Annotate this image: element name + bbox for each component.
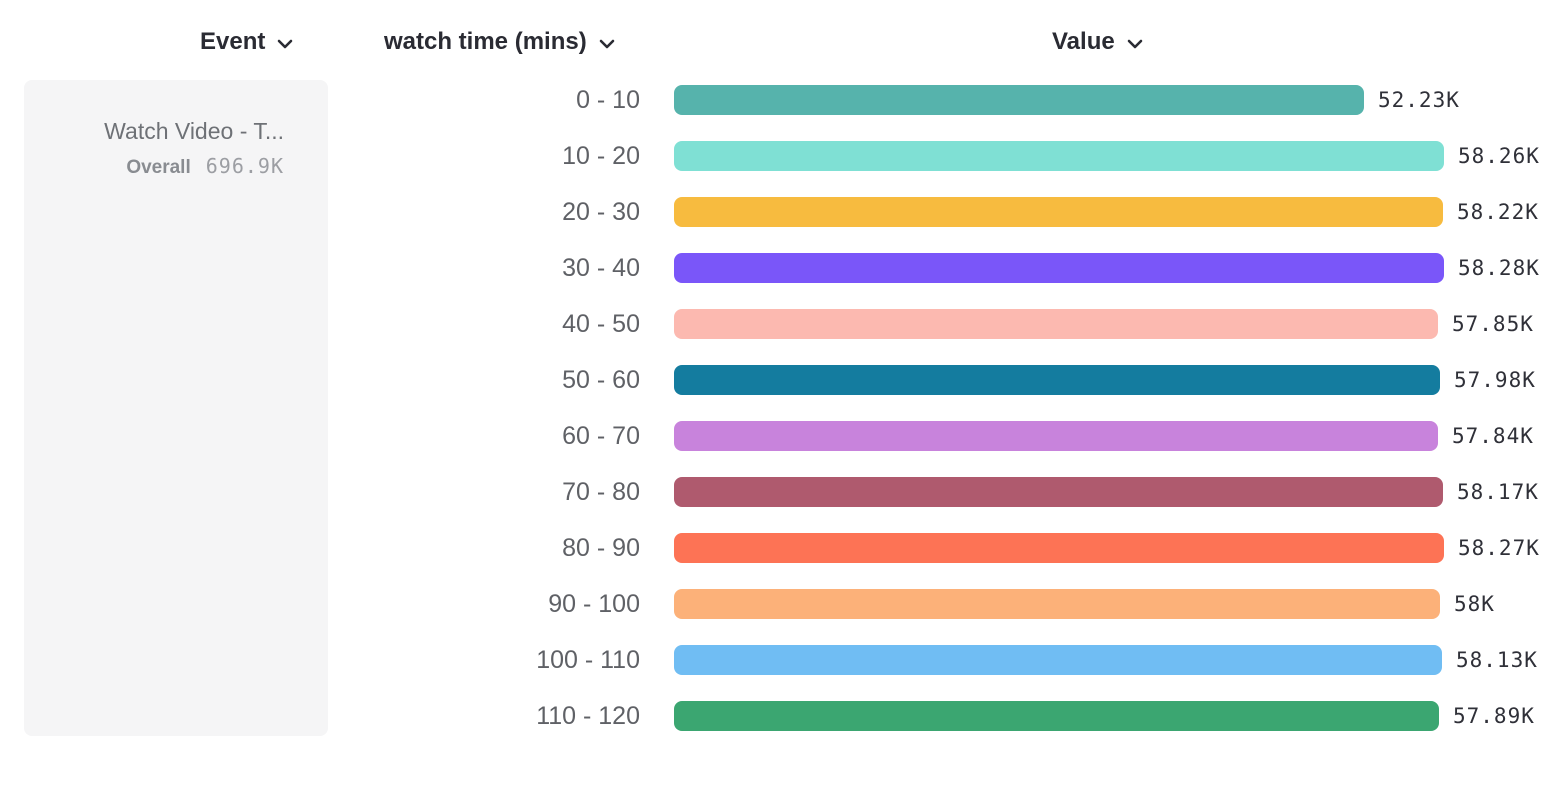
bar-chart: 0 - 10 52.23K 10 - 20 58.26K 20 - 30 58.… <box>0 72 1568 744</box>
category-label: 10 - 20 <box>562 141 640 170</box>
bar[interactable] <box>674 197 1443 227</box>
category-label: 50 - 60 <box>562 365 640 394</box>
chart-row: 30 - 40 58.28K <box>0 240 1568 296</box>
bar[interactable] <box>674 477 1443 507</box>
event-column-dropdown[interactable]: Event <box>200 28 293 56</box>
overall-value: 696.9K <box>205 154 284 178</box>
value-label: 57.98K <box>1454 368 1536 392</box>
value-column-dropdown[interactable]: Value <box>1052 28 1143 56</box>
value-label: 58.22K <box>1457 200 1539 224</box>
value-label: 57.84K <box>1452 424 1534 448</box>
value-label: 58K <box>1454 592 1495 616</box>
value-label: 58.26K <box>1458 144 1540 168</box>
bar[interactable] <box>674 701 1439 731</box>
chevron-down-icon <box>599 39 615 49</box>
category-label: 80 - 90 <box>562 533 640 562</box>
category-label: 40 - 50 <box>562 309 640 338</box>
category-label: 110 - 120 <box>536 701 640 730</box>
chart-row: 110 - 120 57.89K <box>0 688 1568 744</box>
overall-line: Overall 696.9K <box>44 154 284 179</box>
value-label: 58.17K <box>1457 480 1539 504</box>
chart-row: 0 - 10 52.23K <box>0 72 1568 128</box>
value-column-label: Value <box>1052 28 1115 55</box>
chart-row: 100 - 110 58.13K <box>0 632 1568 688</box>
chart-row: 60 - 70 57.84K <box>0 408 1568 464</box>
event-column-label: Event <box>200 28 266 55</box>
category-label: 100 - 110 <box>536 645 640 674</box>
value-label: 57.89K <box>1453 704 1535 728</box>
category-label: 0 - 10 <box>576 85 640 114</box>
watch-time-column-dropdown[interactable]: watch time (mins) <box>384 28 615 56</box>
chevron-down-icon <box>1127 39 1143 49</box>
bar[interactable] <box>674 645 1442 675</box>
bar[interactable] <box>674 85 1364 115</box>
category-label: 60 - 70 <box>562 421 640 450</box>
chart-row: 50 - 60 57.98K <box>0 352 1568 408</box>
value-label: 58.28K <box>1458 256 1540 280</box>
chart-row: 40 - 50 57.85K <box>0 296 1568 352</box>
bar[interactable] <box>674 533 1444 563</box>
watch-time-column-label: watch time (mins) <box>384 28 587 55</box>
overall-label: Overall <box>126 157 191 178</box>
bar[interactable] <box>674 421 1438 451</box>
event-card[interactable]: Watch Video - T... Overall 696.9K <box>24 80 328 736</box>
bar[interactable] <box>674 253 1444 283</box>
bar[interactable] <box>674 309 1438 339</box>
chart-row: 90 - 100 58K <box>0 576 1568 632</box>
value-label: 58.27K <box>1458 536 1540 560</box>
value-label: 52.23K <box>1378 88 1460 112</box>
chart-row: 80 - 90 58.27K <box>0 520 1568 576</box>
category-label: 70 - 80 <box>562 477 640 506</box>
event-title: Watch Video - T... <box>104 118 284 144</box>
value-label: 57.85K <box>1452 312 1534 336</box>
category-label: 90 - 100 <box>548 589 640 618</box>
bar[interactable] <box>674 589 1440 619</box>
chevron-down-icon <box>277 39 293 49</box>
bar[interactable] <box>674 365 1440 395</box>
chart-row: 10 - 20 58.26K <box>0 128 1568 184</box>
value-label: 58.13K <box>1456 648 1538 672</box>
chart-row: 20 - 30 58.22K <box>0 184 1568 240</box>
bar[interactable] <box>674 141 1444 171</box>
category-label: 30 - 40 <box>562 253 640 282</box>
category-label: 20 - 30 <box>562 197 640 226</box>
chart-row: 70 - 80 58.17K <box>0 464 1568 520</box>
